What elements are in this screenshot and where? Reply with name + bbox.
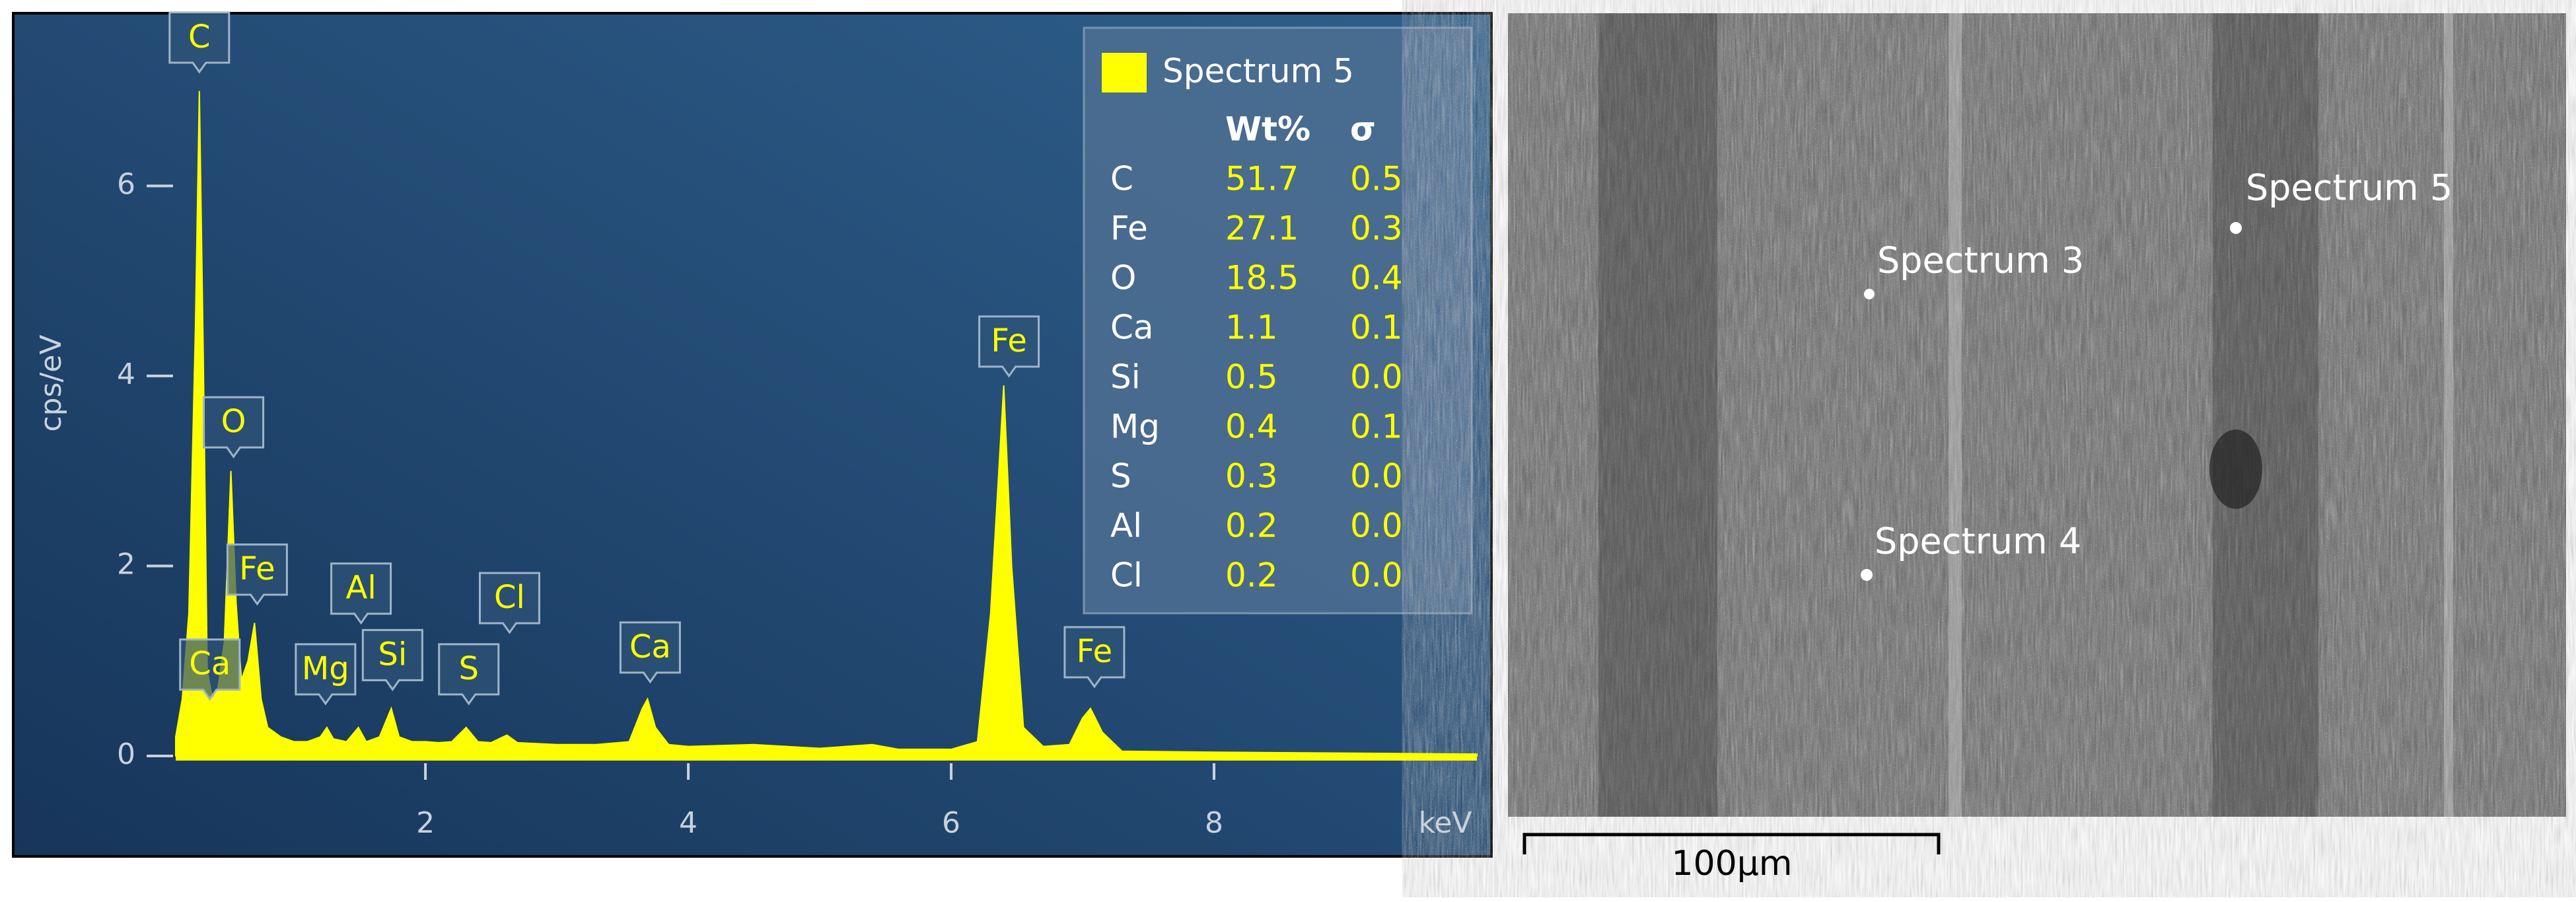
legend-box — [1083, 26, 1473, 615]
peak-label-box — [361, 628, 423, 691]
peak-label: Cl — [494, 579, 525, 616]
sigma: 0.4 — [1350, 259, 1403, 297]
element: O — [1110, 259, 1136, 297]
column-header: σ — [1350, 110, 1376, 149]
peak-label: Fe — [991, 322, 1027, 359]
spot — [1861, 569, 1873, 581]
scale-bar — [1522, 833, 1941, 854]
peak-label: Fe — [239, 550, 275, 587]
sigma: 0.1 — [1350, 408, 1403, 446]
x-axis-label: keV — [1418, 806, 1472, 840]
peak-label-box — [179, 638, 241, 701]
sigma: 0.0 — [1350, 358, 1403, 396]
wt-percent: 1.1 — [1225, 309, 1278, 347]
peak-label: Si — [378, 636, 407, 673]
spectrum-site-label: Spectrum 5 — [2246, 167, 2452, 209]
peak-label: Ca — [189, 646, 231, 683]
y-tick-label: 4 — [117, 357, 135, 391]
y-tick-label: 6 — [117, 167, 135, 201]
wt-percent: 51.7 — [1225, 160, 1299, 198]
peak-label-box — [226, 543, 288, 606]
spectrum-area — [175, 91, 1478, 757]
spot — [1864, 289, 1875, 299]
peak-label-box — [203, 396, 265, 459]
scale-bar-label: 100µm — [1672, 844, 1793, 883]
x-tick-label: 6 — [942, 806, 960, 840]
wt-percent: 0.2 — [1225, 507, 1278, 545]
sem-stripe — [2444, 13, 2453, 817]
sigma: 0.0 — [1350, 507, 1403, 545]
x-tick-label: 4 — [679, 806, 698, 840]
column-header: Wt% — [1225, 110, 1310, 149]
sem-stripe — [1598, 13, 1717, 817]
x-tick-label: 8 — [1205, 806, 1223, 840]
legend-name: Spectrum 5 — [1163, 52, 1354, 91]
spectrum-site-label: Spectrum 3 — [1877, 240, 2084, 282]
wt-percent: 18.5 — [1225, 259, 1299, 297]
element: Al — [1110, 507, 1142, 545]
peak-label-box — [295, 643, 357, 706]
element: Cl — [1110, 556, 1143, 595]
sigma: 0.0 — [1350, 457, 1403, 496]
sem-pit — [2209, 430, 2262, 509]
peak-label-box — [478, 572, 540, 634]
sigma: 0.5 — [1350, 160, 1403, 198]
peak-label: C — [188, 19, 211, 56]
wt-percent: 0.2 — [1225, 556, 1278, 595]
peak-label-box — [330, 562, 392, 625]
element: Fe — [1110, 209, 1148, 248]
element: Mg — [1110, 408, 1160, 446]
element: C — [1110, 160, 1133, 198]
peak-label-box — [619, 621, 681, 684]
peak-label-box — [168, 11, 231, 74]
peak-label: O — [221, 403, 246, 440]
peak-label: Fe — [1077, 633, 1113, 670]
peak-label: S — [459, 650, 479, 687]
element: Ca — [1110, 309, 1154, 347]
peak-label: Ca — [629, 628, 671, 665]
y-axis-label: cps/eV — [34, 334, 68, 432]
x-tick-label: 2 — [416, 806, 435, 840]
peak-label-box — [438, 643, 500, 706]
wt-percent: 0.3 — [1225, 457, 1278, 496]
sem-stripe — [1949, 13, 1962, 817]
sem-specks — [1508, 13, 2566, 817]
element: Si — [1110, 358, 1141, 396]
spot — [2230, 222, 2242, 234]
spectrum-site-label: Spectrum 4 — [1875, 521, 2081, 562]
wt-percent: 27.1 — [1225, 209, 1299, 248]
legend-swatch — [1102, 53, 1147, 93]
wt-percent: 0.5 — [1225, 358, 1278, 396]
wt-percent: 0.4 — [1225, 408, 1278, 446]
peak-label-box — [978, 315, 1040, 378]
element: S — [1110, 457, 1131, 496]
sem-image: Spectrum 3 Spectrum 4 Spectrum 5 — [1508, 13, 2566, 817]
sigma: 0.3 — [1350, 209, 1403, 248]
sem-stripe — [2213, 13, 2318, 817]
sigma: 0.0 — [1350, 556, 1403, 595]
y-tick-label: 0 — [117, 737, 135, 771]
peak-label: Mg — [302, 650, 349, 687]
peak-label: Al — [345, 570, 376, 607]
sigma: 0.1 — [1350, 309, 1403, 347]
y-tick-label: 2 — [117, 547, 135, 581]
peak-label-box — [1063, 626, 1126, 689]
